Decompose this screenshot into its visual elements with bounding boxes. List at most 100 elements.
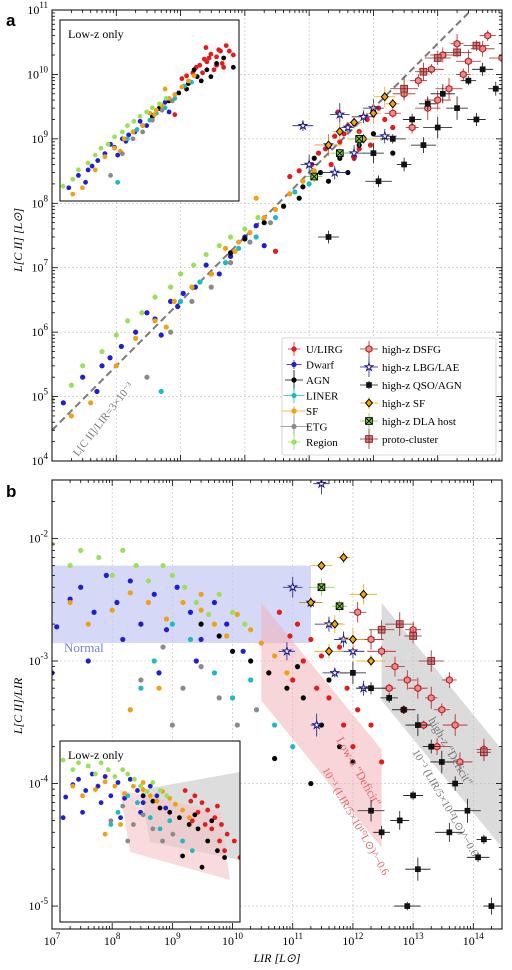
liner-point <box>151 658 157 664</box>
high-z-dsfg-point <box>384 108 401 118</box>
etg-point <box>160 644 166 650</box>
inset-agn-point <box>198 78 204 84</box>
high-z-qso-agn-point <box>405 714 431 737</box>
sf-point <box>211 621 218 627</box>
inset-sf-point <box>102 154 108 160</box>
agn-point <box>229 648 236 654</box>
inset-sf-point <box>80 793 85 799</box>
u-lirg-point <box>368 722 374 728</box>
etg-point <box>247 239 253 245</box>
region-point <box>242 621 248 627</box>
region-point <box>168 284 174 290</box>
sf-point <box>127 707 133 713</box>
inset-agn-point <box>215 848 220 854</box>
inset-u-lirg-point <box>226 48 232 54</box>
agn-point <box>326 677 332 683</box>
high-z-dsfg-point <box>435 78 463 100</box>
legend-label-sf: SF <box>306 406 318 418</box>
dwarf-point <box>261 243 267 249</box>
inset-agn-point <box>167 809 173 815</box>
legend-marker-high-z-lbg-lae <box>360 357 378 377</box>
legend-marker-etg <box>280 416 308 437</box>
legend-box <box>281 337 497 456</box>
sf-point <box>198 607 204 613</box>
inset-region-point <box>125 771 131 777</box>
high-z-lbg-lae-point <box>310 713 323 737</box>
u-lirg-point <box>314 685 320 691</box>
high-z-qso-agn-point <box>435 822 464 842</box>
agn-point <box>350 759 356 765</box>
u-lirg-point <box>350 744 356 750</box>
inset-region-point <box>98 145 104 151</box>
high-z-qso-agn-point <box>460 76 477 86</box>
proto-cluster-point <box>418 650 444 672</box>
inset-u-lirg-point <box>199 800 205 806</box>
dwarf-point <box>211 599 218 606</box>
proto-cluster-point <box>390 76 418 101</box>
etg-point <box>208 284 214 290</box>
inset-dwarf-point <box>163 805 169 811</box>
inset-dwarf-point <box>76 776 81 782</box>
inset-u-lirg-point <box>188 798 194 804</box>
legend-marker-liner <box>283 388 305 403</box>
liner-point <box>138 685 144 691</box>
inset-etg-point <box>159 107 165 113</box>
panel-a-frame <box>51 9 503 462</box>
region-point <box>80 363 86 369</box>
legend-label-high-z-dla-host: high-z DLA host <box>382 416 456 428</box>
inset-etg-point <box>120 803 126 809</box>
panel-a-ytick-label: 104 <box>32 451 49 468</box>
inset-region-point <box>70 176 76 182</box>
dwarf-point <box>198 636 204 643</box>
u-lirg-point <box>355 707 361 713</box>
panel-a-ytick-label: 107 <box>32 258 49 275</box>
inset-agn-point <box>204 67 210 73</box>
inset-sf-point <box>70 191 76 197</box>
inset-etg-point <box>140 812 146 818</box>
high-z-sf-point <box>385 98 400 110</box>
legend-marker-agn <box>285 370 303 390</box>
proto-cluster-point <box>404 628 422 644</box>
high-z-dsfg-point <box>455 49 481 73</box>
high-z-sf-point <box>349 584 378 605</box>
panel-a-ytick-label: 109 <box>32 129 49 146</box>
ratio-reference-line <box>52 10 473 431</box>
dwarf-point <box>78 584 84 590</box>
inset-dwarf-point <box>127 776 133 782</box>
inset-sf-point <box>147 793 153 799</box>
high-z-qso-agn-point <box>357 800 385 822</box>
inset-liner-point <box>180 838 185 844</box>
sf-point <box>189 284 195 290</box>
sf-point <box>67 599 73 606</box>
sf-point <box>68 413 74 419</box>
u-lirg-point <box>356 146 362 152</box>
inset-u-lirg-point <box>203 45 209 50</box>
panel-b-xlabel: LIR [L⊙] <box>252 951 300 965</box>
liner-point <box>248 677 254 683</box>
agn-point <box>300 695 306 701</box>
high-z-qso-agn-point <box>373 825 390 839</box>
legend-marker-sf <box>282 406 306 416</box>
high-z-dsfg-point <box>442 714 468 736</box>
high-z-sf-point <box>374 86 396 107</box>
inset-dwarf-point <box>83 179 88 185</box>
panel-b-points <box>52 480 500 915</box>
high-z-dsfg-point <box>405 121 419 134</box>
u-lirg-point <box>287 633 293 639</box>
high-z-qso-agn-point <box>362 143 384 164</box>
inset-u-lirg-point <box>206 55 212 61</box>
inset-sf-point <box>191 73 197 79</box>
inset-dwarf-point <box>83 788 89 793</box>
dwarf-point <box>240 648 246 654</box>
high-z-dsfg-point <box>479 30 496 42</box>
high-z-lbg-lae-point <box>313 480 330 495</box>
panel-a-ticks: 104 105 106 107 108 109 1010 1011 <box>27 0 503 468</box>
inset-etg-point <box>108 818 114 824</box>
inset-sf-point <box>112 783 118 789</box>
etg-point <box>168 329 174 335</box>
inset-etg-point <box>119 151 125 157</box>
high-z-lbg-lae-point <box>282 576 303 598</box>
panel-b-xtick-label: 1013 <box>403 931 425 948</box>
legend-marker-high-z-dsfg <box>360 341 378 357</box>
dwarf-point <box>54 624 60 630</box>
